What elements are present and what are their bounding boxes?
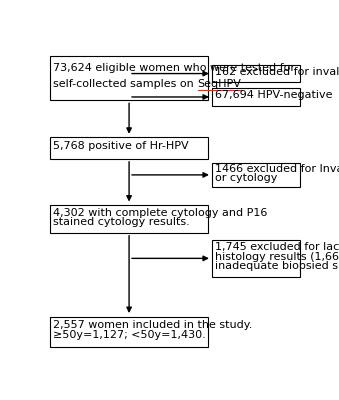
Text: self-collected samples on: self-collected samples on [54, 79, 198, 89]
Text: inadequate biopsied specimen: inadequate biopsied specimen [215, 262, 339, 272]
Text: 1466 excluded for Invalid P16: 1466 excluded for Invalid P16 [215, 164, 339, 174]
FancyBboxPatch shape [212, 88, 300, 106]
Text: 5,768 positive of Hr-HPV: 5,768 positive of Hr-HPV [54, 141, 189, 151]
Text: histology results (1,663) or: histology results (1,663) or [215, 252, 339, 262]
Text: 2,557 women included in the study.: 2,557 women included in the study. [54, 320, 253, 330]
FancyBboxPatch shape [50, 56, 208, 100]
FancyBboxPatch shape [212, 162, 300, 187]
FancyBboxPatch shape [50, 205, 208, 233]
Text: 73,624 eligible women who were tested for: 73,624 eligible women who were tested fo… [54, 63, 295, 73]
FancyBboxPatch shape [212, 65, 300, 82]
FancyBboxPatch shape [212, 240, 300, 276]
FancyBboxPatch shape [50, 137, 208, 159]
Text: 162 excluded for invalid HPV: 162 excluded for invalid HPV [215, 67, 339, 77]
Text: 4,302 with complete cytology and P16: 4,302 with complete cytology and P16 [54, 208, 268, 218]
Text: ≥50y=1,127; <50y=1,430.: ≥50y=1,127; <50y=1,430. [54, 330, 206, 340]
Text: 1,745 excluded for lack of: 1,745 excluded for lack of [215, 242, 339, 252]
FancyBboxPatch shape [50, 316, 208, 347]
Text: or cytology: or cytology [215, 173, 277, 183]
Text: 67,694 HPV-negative: 67,694 HPV-negative [215, 90, 333, 100]
Text: SeqHPV: SeqHPV [198, 79, 241, 89]
Text: stained cytology results.: stained cytology results. [54, 218, 190, 228]
